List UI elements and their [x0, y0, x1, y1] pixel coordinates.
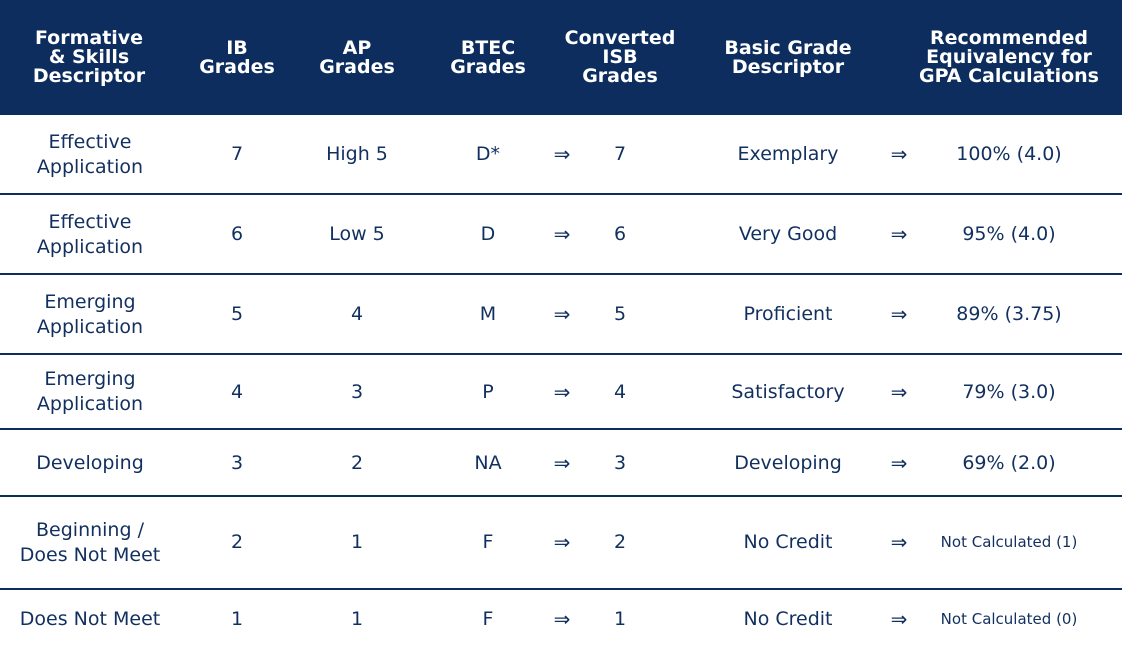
- cell-descriptor: Does Not Meet: [19, 608, 161, 630]
- arrow-icon: ⇒: [553, 142, 571, 166]
- cell-btec: D: [480, 223, 496, 245]
- header-basic-grade-descriptor: Basic Grade Descriptor: [724, 36, 852, 78]
- cell-basic-descriptor: Exemplary: [737, 143, 839, 165]
- cell-gpa-equivalency: Not Calculated (1): [940, 533, 1078, 551]
- cell-btec: F: [482, 531, 494, 553]
- cell-ib: 4: [230, 380, 244, 403]
- cell-basic-descriptor: Developing: [734, 451, 842, 474]
- cell-ib: 7: [230, 143, 244, 165]
- arrow-icon: ⇒: [890, 142, 908, 166]
- row-divider: [0, 428, 1122, 430]
- cell-converted: 5: [613, 303, 627, 325]
- cell-converted: 6: [613, 223, 627, 245]
- cell-basic-descriptor: No Credit: [743, 531, 833, 553]
- header-formative-descriptor: Formative & Skills Descriptor: [32, 27, 146, 87]
- cell-ib: 2: [230, 531, 244, 553]
- cell-btec: F: [482, 608, 494, 630]
- cell-converted: 1: [613, 608, 627, 630]
- cell-gpa-equivalency: 95% (4.0): [962, 223, 1056, 245]
- table-row: Developing 3 2 NA ⇒ 3 Developing ⇒ 69% (…: [0, 430, 1122, 496]
- arrow-icon: ⇒: [890, 607, 908, 631]
- table-row: Effective Application 6 Low 5 D ⇒ 6 Very…: [0, 195, 1122, 274]
- header-gpa-equivalency: Recommended Equivalency for GPA Calculat…: [919, 27, 1099, 87]
- cell-descriptor: Effective Application: [36, 210, 144, 258]
- cell-descriptor: Emerging Application: [36, 368, 144, 415]
- cell-ib: 5: [230, 303, 244, 325]
- arrow-icon: ⇒: [890, 222, 908, 246]
- cell-ap: 3: [350, 380, 364, 403]
- cell-ap: 4: [350, 303, 364, 325]
- cell-converted: 2: [613, 531, 627, 553]
- header-btec-grades: BTEC Grades: [450, 36, 526, 78]
- cell-descriptor: Emerging Application: [36, 290, 144, 338]
- header-ap-grades: AP Grades: [319, 36, 395, 78]
- row-divider: [0, 588, 1122, 590]
- cell-btec: NA: [474, 451, 502, 474]
- arrow-icon: ⇒: [553, 607, 571, 631]
- table-header: Formative & Skills Descriptor IB Grades …: [0, 0, 1122, 115]
- cell-gpa-equivalency: Not Calculated (0): [940, 610, 1078, 628]
- cell-converted: 4: [613, 380, 627, 403]
- cell-ap: 1: [350, 608, 364, 630]
- cell-ap: Low 5: [329, 223, 385, 245]
- cell-ap: 1: [350, 531, 364, 553]
- header-ib-grades: IB Grades: [199, 36, 275, 78]
- cell-ib: 1: [230, 608, 244, 630]
- header-converted-isb-grades: Converted ISB Grades: [564, 27, 676, 87]
- table-row: Beginning / Does Not Meet 2 1 F ⇒ 2 No C…: [0, 497, 1122, 588]
- cell-gpa-equivalency: 69% (2.0): [962, 451, 1056, 474]
- cell-btec: P: [482, 380, 494, 403]
- cell-gpa-equivalency: 89% (3.75): [956, 303, 1062, 325]
- cell-basic-descriptor: Proficient: [743, 303, 833, 325]
- row-divider: [0, 495, 1122, 497]
- cell-btec: D*: [475, 143, 501, 165]
- table-row: Emerging Application 4 3 P ⇒ 4 Satisfact…: [0, 355, 1122, 429]
- cell-gpa-equivalency: 79% (3.0): [962, 380, 1056, 403]
- cell-descriptor: Effective Application: [36, 130, 144, 178]
- cell-ib: 3: [230, 451, 244, 474]
- table-row: Effective Application 7 High 5 D* ⇒ 7 Ex…: [0, 115, 1122, 194]
- cell-descriptor: Developing: [36, 451, 144, 474]
- arrow-icon: ⇒: [553, 530, 571, 554]
- cell-basic-descriptor: Satisfactory: [731, 380, 845, 403]
- row-divider: [0, 273, 1122, 275]
- table-row: Emerging Application 5 4 M ⇒ 5 Proficien…: [0, 275, 1122, 354]
- cell-basic-descriptor: Very Good: [738, 223, 838, 245]
- cell-ib: 6: [230, 223, 244, 245]
- cell-ap: High 5: [326, 143, 388, 165]
- arrow-icon: ⇒: [890, 530, 908, 554]
- arrow-icon: ⇒: [553, 302, 571, 326]
- arrow-icon: ⇒: [890, 450, 908, 475]
- arrow-icon: ⇒: [553, 450, 571, 475]
- cell-btec: M: [479, 303, 497, 325]
- table-row: Does Not Meet 1 1 F ⇒ 1 No Credit ⇒ Not …: [0, 590, 1122, 649]
- cell-converted: 7: [613, 143, 627, 165]
- arrow-icon: ⇒: [553, 379, 571, 404]
- row-divider: [0, 193, 1122, 195]
- arrow-icon: ⇒: [890, 302, 908, 326]
- row-divider: [0, 353, 1122, 355]
- arrow-icon: ⇒: [890, 379, 908, 404]
- cell-gpa-equivalency: 100% (4.0): [956, 143, 1062, 165]
- cell-basic-descriptor: No Credit: [743, 608, 833, 630]
- cell-descriptor: Beginning / Does Not Meet: [19, 518, 161, 566]
- cell-ap: 2: [350, 451, 364, 474]
- arrow-icon: ⇒: [553, 222, 571, 246]
- cell-converted: 3: [613, 451, 627, 474]
